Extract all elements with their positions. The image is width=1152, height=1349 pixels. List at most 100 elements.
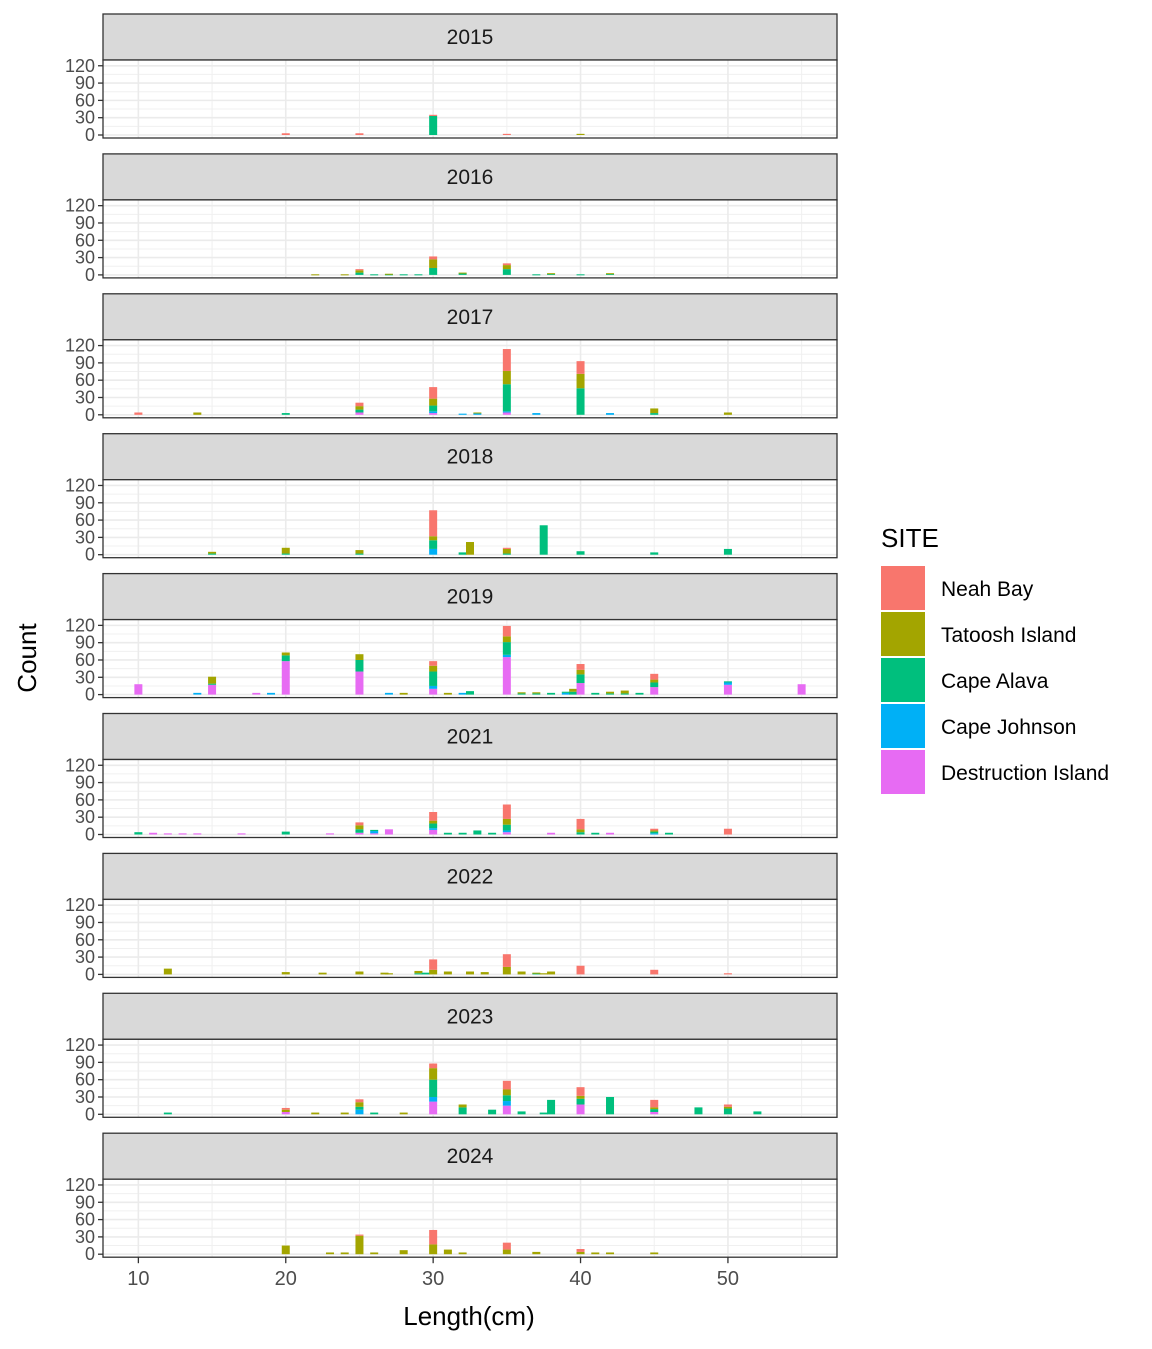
legend-swatch <box>881 750 925 794</box>
panel-background <box>103 759 837 838</box>
bar-stack <box>421 972 430 975</box>
bar-segment <box>576 133 585 135</box>
bar-stack <box>466 542 474 555</box>
bar-stack <box>635 692 644 695</box>
bar-segment <box>370 831 379 834</box>
bar-segment <box>650 673 659 680</box>
bar-segment <box>443 832 452 835</box>
bar-stack <box>502 954 511 975</box>
bar-stack <box>267 692 276 695</box>
y-tick-label: 60 <box>75 510 95 530</box>
y-tick-label: 0 <box>85 405 95 425</box>
bar-stack <box>606 413 615 415</box>
bar-stack <box>355 1099 364 1115</box>
facet-strip-label: 2016 <box>447 166 494 189</box>
bar-segment <box>502 548 511 554</box>
facet-strip-label: 2018 <box>447 446 494 469</box>
bar-segment <box>429 510 438 537</box>
bar-stack <box>606 273 615 275</box>
bar-segment <box>547 1099 556 1115</box>
bar-stack <box>380 972 389 975</box>
bar-segment <box>561 692 570 695</box>
bar-stack <box>355 550 364 555</box>
bar-stack <box>134 832 143 835</box>
facets: 2015030609012020160306090120201703060901… <box>65 13 838 1264</box>
bar-stack <box>502 625 511 695</box>
bar-segment <box>650 552 659 555</box>
bar-stack <box>576 818 585 835</box>
bar-stack <box>163 968 172 975</box>
bar-stack <box>281 652 290 695</box>
bar-stack <box>370 1252 379 1255</box>
bar-segment <box>606 693 615 695</box>
panel-border <box>102 59 838 139</box>
bar-stack <box>325 833 334 835</box>
bar-stack <box>576 965 585 975</box>
bar-segment <box>723 973 732 975</box>
bar-stack <box>355 269 364 275</box>
bar-segment <box>723 682 732 685</box>
bar-segment <box>547 971 556 975</box>
legend-label: Cape Alava <box>941 670 1049 693</box>
bar-stack <box>502 263 511 275</box>
y-tick-label: 90 <box>75 633 95 653</box>
facet-strip-label: 2022 <box>447 865 494 888</box>
bar-stack <box>576 1087 585 1115</box>
bar-segment <box>539 1112 548 1115</box>
bar-segment <box>134 684 143 695</box>
bar-segment <box>429 685 438 689</box>
bar-stack <box>193 692 202 695</box>
facet-strip-label: 2015 <box>447 26 494 49</box>
bar-segment <box>340 274 349 276</box>
bar-stack <box>193 412 202 415</box>
bar-stack <box>429 959 438 975</box>
bar-segment <box>384 274 393 276</box>
bar-segment <box>591 1252 600 1255</box>
bar-stack <box>539 1112 548 1115</box>
y-tick-label: 60 <box>75 1070 95 1090</box>
bar-stack <box>311 1112 320 1115</box>
bar-segment <box>532 972 541 974</box>
bar-stack <box>355 654 364 695</box>
bar-segment <box>576 373 585 389</box>
legend-item: Destruction Island <box>881 750 1109 794</box>
y-tick-label: 30 <box>75 1087 95 1107</box>
bar-stack <box>458 832 467 835</box>
bar-segment <box>429 411 438 414</box>
bar-segment <box>370 829 379 832</box>
bar-segment <box>650 679 659 683</box>
bar-stack <box>178 833 187 835</box>
panel-background <box>103 199 837 278</box>
bar-segment <box>502 384 511 412</box>
legend-swatch <box>881 704 925 748</box>
bar-segment <box>539 973 548 975</box>
bar-stack <box>480 972 489 975</box>
bar-segment <box>355 1102 364 1107</box>
bar-stack <box>723 681 732 695</box>
bar-stack <box>576 551 585 555</box>
bar-stack <box>650 552 659 555</box>
bar-segment <box>458 1104 467 1108</box>
bar-stack <box>340 274 349 276</box>
bar-segment <box>355 1235 364 1255</box>
bar-segment <box>606 1252 615 1255</box>
bar-segment <box>193 692 202 695</box>
bar-segment <box>502 636 511 643</box>
y-tick-label: 120 <box>65 475 95 495</box>
bar-segment <box>429 812 438 821</box>
bar-segment <box>208 676 217 684</box>
bar-stack <box>517 1111 526 1115</box>
bar-segment <box>532 973 541 975</box>
bar-stack <box>163 1112 172 1115</box>
bar-segment <box>149 832 158 835</box>
bar-stack <box>502 1080 511 1115</box>
bar-stack <box>384 273 393 276</box>
bar-segment <box>384 273 393 275</box>
bar-segment <box>650 408 659 414</box>
bar-segment <box>163 833 172 835</box>
bar-segment <box>429 405 438 412</box>
